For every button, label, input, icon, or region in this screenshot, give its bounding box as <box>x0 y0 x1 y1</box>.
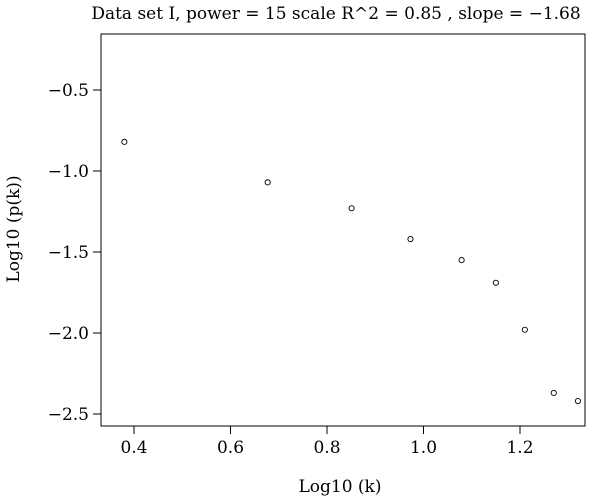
x-tick-label: 1.2 <box>506 438 533 458</box>
data-point <box>407 235 414 243</box>
y-tick-label: −0.5 <box>48 81 89 101</box>
chart-title: Data set I, power = 15 scale R^2 = 0.85 … <box>91 4 580 24</box>
y-axis: −0.5 −1.0 −1.5 −2.0 −2.5 <box>48 81 101 425</box>
data-point <box>458 257 465 264</box>
y-axis-label: Log10 (p(k)) <box>4 175 24 282</box>
y-tick-label: −1.0 <box>48 162 89 182</box>
data-points <box>121 138 581 405</box>
x-axis-label: Log10 (k) <box>298 477 381 497</box>
x-tick-label: 1.0 <box>410 438 437 458</box>
data-point <box>264 179 271 186</box>
y-tick-label: −1.5 <box>48 243 89 263</box>
data-point <box>574 397 581 405</box>
data-point <box>521 326 528 333</box>
x-axis: 0.4 0.6 0.8 1.0 1.2 <box>120 426 534 458</box>
x-tick-label: 0.6 <box>217 438 244 458</box>
plot-frame <box>100 33 586 427</box>
y-tick-label: −2.5 <box>48 405 89 425</box>
data-point <box>550 389 557 396</box>
x-tick-label: 0.8 <box>313 438 340 458</box>
data-point <box>348 205 355 212</box>
x-tick-label: 0.4 <box>120 438 147 458</box>
y-tick-label: −2.0 <box>48 324 89 344</box>
data-point <box>121 138 128 145</box>
data-point <box>492 279 499 286</box>
